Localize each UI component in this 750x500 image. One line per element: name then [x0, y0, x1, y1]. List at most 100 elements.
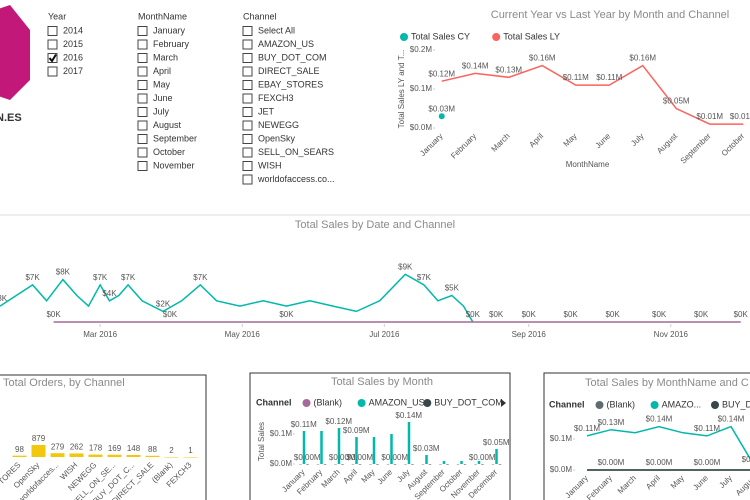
data-label: $3K [0, 294, 8, 303]
data-label: $0.00M [329, 453, 356, 462]
slicer-item[interactable]: November [153, 160, 195, 170]
slicer-item[interactable]: February [153, 39, 190, 49]
data-label: $0K [605, 310, 620, 319]
slicer-item[interactable]: 2014 [63, 25, 83, 35]
slicer-item[interactable]: April [153, 66, 171, 76]
checkbox[interactable] [137, 66, 148, 77]
slicer-title: Year [48, 11, 66, 21]
checkbox[interactable] [47, 66, 58, 77]
slicer-item[interactable]: August [153, 120, 182, 130]
x-tick-label: Nov 2016 [654, 330, 689, 339]
data-label: $7K [25, 273, 40, 282]
data-label: 879 [32, 434, 46, 443]
checkbox[interactable] [242, 93, 253, 104]
slicer-item[interactable]: September [153, 133, 197, 143]
bar [50, 453, 65, 457]
x-tick-label: April [644, 473, 662, 491]
bar [337, 428, 341, 464]
checkbox[interactable] [242, 39, 253, 50]
chart-title: Total Sales by MonthName and C [585, 377, 749, 389]
data-label: $0K [466, 310, 481, 319]
slicer-item[interactable]: January [153, 25, 186, 35]
slicer-item[interactable]: DIRECT_SALE [258, 66, 320, 76]
y-axis-label: Total Sales LY and T... [397, 50, 406, 129]
checkmark [48, 53, 57, 63]
bar [456, 464, 460, 465]
data-label: $0.00M [381, 453, 408, 462]
data-label: $0K [564, 310, 579, 319]
slicer-item[interactable]: Select All [258, 25, 295, 35]
checkbox[interactable] [242, 53, 253, 63]
checkbox[interactable] [137, 26, 148, 36]
slicer-item[interactable]: FEXCH3 [258, 93, 294, 103]
slicer-item[interactable]: JET [258, 106, 275, 116]
x-tick-label: September [679, 131, 713, 165]
legend-label: (Blank) [314, 397, 343, 407]
bar [31, 445, 46, 457]
checkbox[interactable] [137, 147, 148, 158]
slicer-item[interactable]: EBAY_STORES [258, 79, 323, 89]
x-tick-label: March [320, 468, 342, 490]
y-axis-label: Total Sales [257, 422, 266, 461]
slicer-item[interactable]: 2017 [63, 66, 83, 76]
slicer-item[interactable]: worldofaccess.co... [257, 174, 335, 184]
checkbox[interactable] [242, 147, 253, 158]
checkbox[interactable] [242, 161, 253, 171]
legend-label: Total Sales LY [503, 31, 560, 41]
bar [460, 461, 463, 464]
checkbox[interactable] [47, 53, 58, 63]
data-label: $0K [46, 310, 61, 319]
data-label: $0K [522, 310, 537, 319]
bar [463, 464, 467, 465]
checkbox[interactable] [47, 39, 58, 50]
data-label: $0.11M [574, 424, 600, 433]
slicer-item[interactable]: OpenSky [258, 133, 296, 143]
bar [306, 464, 309, 465]
checkbox[interactable] [137, 161, 148, 171]
legend-title: Channel [549, 399, 585, 409]
slicer-item[interactable]: 2015 [63, 39, 83, 49]
checkbox[interactable] [137, 107, 148, 117]
x-tick-label: June [594, 131, 613, 150]
data-label: $4K [102, 289, 117, 298]
checkbox[interactable] [242, 26, 253, 36]
checkbox[interactable] [137, 120, 148, 131]
checkbox[interactable] [242, 120, 253, 131]
legend-scroll[interactable] [501, 399, 506, 407]
bar [299, 464, 302, 465]
chart-title: Total Sales by Date and Channel [295, 219, 455, 231]
checkbox[interactable] [242, 174, 253, 185]
bar [421, 464, 425, 465]
data-label: 1 [188, 446, 193, 455]
data-label: $2K [156, 300, 171, 309]
data-label: $7K [417, 273, 432, 282]
checkbox[interactable] [242, 66, 253, 77]
checkbox[interactable] [137, 53, 148, 63]
slicer-item[interactable]: SELL_ON_SEARS [258, 147, 334, 157]
slicer-item[interactable]: March [153, 52, 178, 62]
checkbox[interactable] [137, 80, 148, 90]
checkbox[interactable] [137, 134, 148, 144]
checkbox[interactable] [242, 80, 253, 90]
legend-marker [650, 401, 659, 409]
x-tick-label: March [490, 132, 512, 154]
slicer-item[interactable]: 2016 [63, 52, 83, 62]
checkbox[interactable] [242, 134, 253, 144]
slicer-item[interactable]: June [153, 93, 173, 103]
slicer-item[interactable]: BUY_DOT_COM [258, 52, 327, 62]
checkbox[interactable] [137, 93, 148, 104]
slicer-item[interactable]: AMAZON_US [258, 39, 314, 49]
checkbox[interactable] [47, 26, 58, 36]
slicer-item[interactable]: WISH [258, 160, 282, 170]
y-tick-label: $0.1M [410, 84, 433, 93]
bar [425, 455, 428, 464]
checkbox[interactable] [137, 39, 148, 50]
data-label: $0.00M [346, 453, 373, 462]
slicer-item[interactable]: July [153, 106, 170, 116]
slicer-item[interactable]: October [153, 147, 185, 157]
bar [446, 464, 449, 465]
slicer-item[interactable]: May [153, 79, 171, 89]
x-tick-label: May [562, 132, 579, 149]
slicer-item[interactable]: NEWEGG [258, 120, 299, 130]
checkbox[interactable] [242, 107, 253, 117]
